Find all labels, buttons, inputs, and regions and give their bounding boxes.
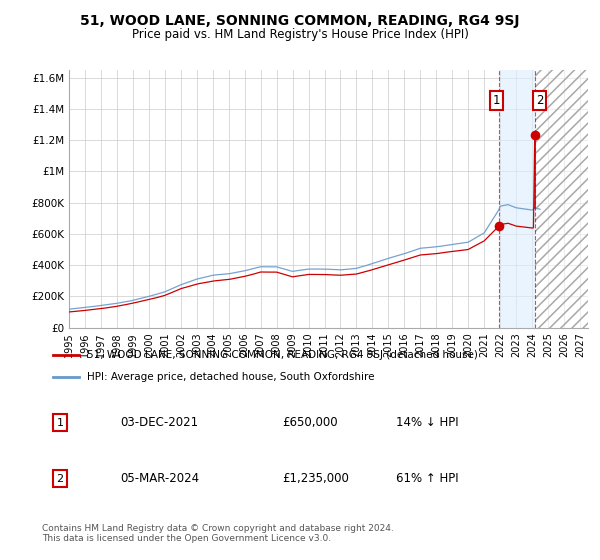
Text: 1: 1 [56,418,64,428]
Bar [535,70,588,328]
Text: 05-MAR-2024: 05-MAR-2024 [120,472,199,486]
Text: Price paid vs. HM Land Registry's House Price Index (HPI): Price paid vs. HM Land Registry's House … [131,28,469,41]
Text: Contains HM Land Registry data © Crown copyright and database right 2024.
This d: Contains HM Land Registry data © Crown c… [42,524,394,543]
Text: £650,000: £650,000 [282,416,338,430]
Text: 2: 2 [536,95,544,108]
Text: £1,235,000: £1,235,000 [282,472,349,486]
Bar [499,70,535,328]
Text: 2: 2 [56,474,64,484]
Text: 61% ↑ HPI: 61% ↑ HPI [396,472,458,486]
Text: 1: 1 [493,95,500,108]
Text: 51, WOOD LANE, SONNING COMMON, READING, RG4 9SJ (detached house): 51, WOOD LANE, SONNING COMMON, READING, … [87,350,478,360]
Text: HPI: Average price, detached house, South Oxfordshire: HPI: Average price, detached house, Sout… [87,372,374,382]
Text: 14% ↓ HPI: 14% ↓ HPI [396,416,458,430]
Text: 51, WOOD LANE, SONNING COMMON, READING, RG4 9SJ: 51, WOOD LANE, SONNING COMMON, READING, … [80,14,520,28]
Text: 03-DEC-2021: 03-DEC-2021 [120,416,198,430]
Bar [535,70,588,328]
